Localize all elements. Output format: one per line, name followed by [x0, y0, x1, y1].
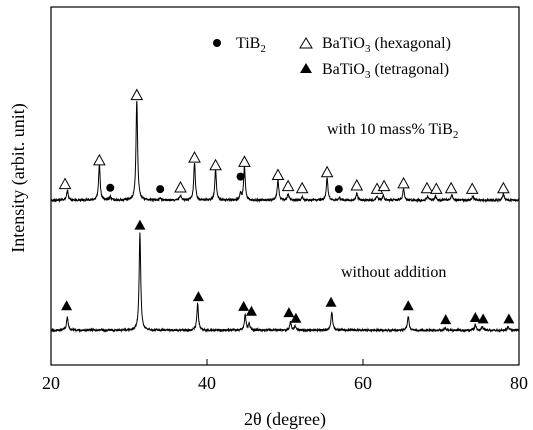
peak-marker-filled-triangle	[283, 307, 295, 318]
peak-marker-filled-triangle	[61, 300, 73, 311]
series-annotation-without-addition: without addition	[341, 264, 446, 281]
peak-marker-open-triangle	[271, 168, 285, 181]
peak-marker-filled-circle	[156, 185, 165, 194]
legend-marker-tib2	[213, 39, 221, 47]
series-layer	[50, 100, 520, 334]
peak-marker-open-triangle	[295, 181, 309, 194]
x-axis-label: 2θ (degree)	[244, 409, 326, 430]
y-axis-label: Intensity (arbit. unit)	[8, 103, 29, 252]
legend-marker-batio3-tetragonal	[300, 63, 312, 73]
peak-marker-open-triangle	[130, 88, 144, 101]
peak-marker-filled-triangle	[440, 314, 452, 325]
peak-marker-filled-triangle	[402, 300, 414, 311]
peak-marker-filled-triangle	[503, 313, 515, 324]
peak-marker-open-triangle	[281, 179, 295, 192]
series-line-without-addition	[50, 232, 520, 334]
peak-marker-open-triangle	[497, 181, 510, 194]
peak-marker-filled-triangle	[477, 313, 489, 324]
peak-marker-open-triangle	[93, 153, 106, 166]
peak-marker-open-triangle	[444, 181, 458, 194]
peak-marker-open-triangle	[420, 181, 434, 194]
legend-marker-batio3-hexagonal	[299, 37, 313, 49]
peak-marker-filled-circle	[334, 185, 343, 194]
plot-frame	[50, 6, 520, 366]
x-axis-ticks: 20 40 60 80	[42, 359, 528, 393]
peak-marker-filled-triangle	[238, 300, 250, 311]
peak-marker-open-triangle	[209, 158, 222, 171]
peak-marker-filled-triangle	[245, 305, 257, 316]
peak-marker-open-triangle	[188, 151, 201, 163]
legend-label-batio3-hexagonal: BaTiO3 (hexagonal)	[322, 35, 451, 55]
peak-marker-filled-triangle	[325, 296, 337, 307]
peak-marker-filled-triangle	[469, 312, 481, 323]
peak-marker-open-triangle	[429, 182, 443, 194]
peak-marker-open-triangle	[238, 155, 251, 167]
peak-marker-filled-triangle	[290, 312, 302, 323]
legend-label-tib2: TiB2	[236, 35, 266, 55]
x-tick-label-40: 40	[198, 373, 216, 393]
x-tick-label-20: 20	[42, 373, 60, 393]
x-tick-label-60: 60	[354, 373, 372, 393]
series-annotation-with-tib2: with 10 mass% TiB2	[327, 121, 458, 141]
peak-marker-filled-triangle	[192, 291, 204, 302]
peak-marker-open-triangle	[320, 165, 334, 178]
peak-marker-filled-circle	[106, 183, 115, 192]
peak-marker-open-triangle	[350, 178, 364, 191]
x-tick-label-80: 80	[510, 373, 528, 393]
peak-marker-open-triangle	[377, 179, 391, 192]
peak-marker-filled-triangle	[134, 219, 146, 230]
peak-marker-open-triangle	[465, 182, 479, 194]
peak-marker-open-triangle	[174, 181, 187, 193]
legend-label-batio3-tetragonal: BaTiO3 (tetragonal)	[322, 61, 449, 81]
peak-marker-filled-circle	[236, 172, 245, 181]
legend: TiB2 BaTiO3 (hexagonal) BaTiO3 (tetragon…	[213, 35, 451, 81]
series-line-with-tib2	[50, 100, 520, 204]
peak-marker-open-triangle	[58, 177, 72, 190]
peak-marker-layer	[58, 88, 515, 325]
peak-marker-open-triangle	[397, 176, 410, 189]
